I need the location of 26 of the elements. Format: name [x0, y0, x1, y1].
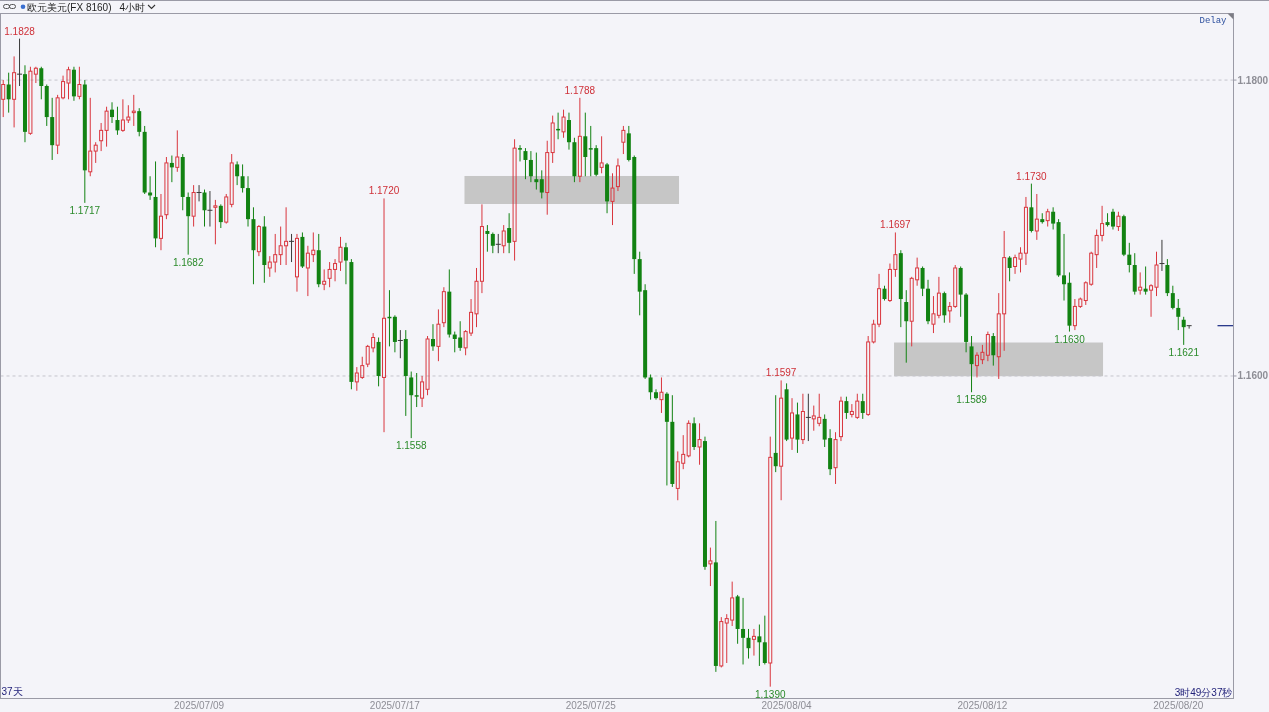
annotation: 1.1597: [765, 367, 797, 379]
annotation: 37天: [1, 685, 23, 697]
annotation: 1.1558: [395, 440, 427, 452]
x-tick-label: 2025/07/09: [174, 700, 225, 711]
chart-title: 欧元美元(FX 8160): [27, 1, 112, 13]
x-tick-label: 2025/08/12: [957, 700, 1008, 711]
annotation: 1.1697: [880, 219, 912, 231]
y-tick-label: 1.1600: [1237, 370, 1269, 382]
chart-subtitle: 4小时: [119, 1, 146, 13]
annotation: 3时49分37秒: [1174, 686, 1233, 698]
x-tick-label: 2025/07/25: [565, 700, 617, 711]
annotation: 1.1682: [172, 256, 204, 268]
annotation: 1.1720: [368, 185, 400, 197]
annotation: 1.1390: [754, 688, 786, 700]
annotation: 1.1717: [69, 204, 101, 216]
annotation: 1.1730: [1016, 170, 1048, 182]
text: Delay: [1199, 16, 1228, 26]
annotation: 1.1828: [4, 25, 36, 37]
x-tick-label: 2025/08/20: [1153, 700, 1204, 711]
annotation: 1.1589: [956, 394, 988, 406]
x-tick-label: 2025/07/17: [369, 700, 421, 711]
y-tick-label: 1.1800: [1237, 74, 1269, 86]
annotation: 1.1788: [564, 84, 596, 96]
annotation: 1.1630: [1054, 333, 1086, 345]
x-tick-label: 2025/08/04: [761, 700, 813, 711]
annotation: 1.1621: [1168, 346, 1200, 358]
